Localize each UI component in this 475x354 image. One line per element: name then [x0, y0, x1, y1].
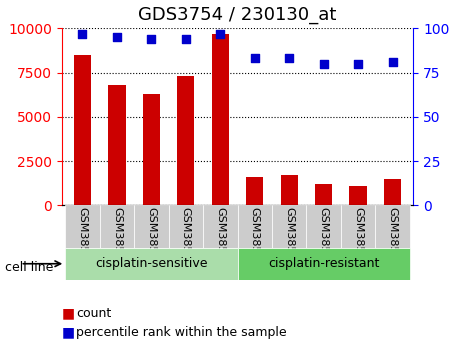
Point [79, 31, 86, 36]
FancyBboxPatch shape [65, 205, 100, 248]
Point [320, 61, 327, 67]
Point [182, 36, 190, 42]
FancyBboxPatch shape [375, 205, 410, 248]
Bar [177, 76, 194, 205]
Bar [315, 184, 332, 205]
Bar [281, 175, 298, 205]
Point [251, 56, 258, 61]
Bar [74, 55, 91, 205]
Text: GSM385729: GSM385729 [353, 207, 363, 275]
Text: GSM385722: GSM385722 [112, 207, 122, 275]
Title: GDS3754 / 230130_at: GDS3754 / 230130_at [138, 6, 337, 24]
FancyBboxPatch shape [238, 248, 410, 280]
Text: cisplatin-resistant: cisplatin-resistant [268, 257, 380, 270]
Text: GSM385727: GSM385727 [284, 207, 294, 275]
Point [217, 31, 224, 36]
FancyBboxPatch shape [100, 205, 134, 248]
Point [113, 34, 121, 40]
Bar [246, 177, 263, 205]
Bar [212, 34, 229, 205]
Point [354, 61, 362, 67]
Text: GSM385726: GSM385726 [250, 207, 260, 275]
FancyBboxPatch shape [238, 205, 272, 248]
Bar [142, 94, 160, 205]
Bar [384, 179, 401, 205]
FancyBboxPatch shape [341, 205, 375, 248]
Text: GSM385730: GSM385730 [388, 207, 398, 275]
FancyBboxPatch shape [306, 205, 341, 248]
Text: GSM385721: GSM385721 [77, 207, 87, 275]
Text: GSM385724: GSM385724 [181, 207, 191, 275]
Text: GSM385728: GSM385728 [319, 207, 329, 275]
Text: cell line: cell line [5, 261, 53, 274]
FancyBboxPatch shape [65, 248, 238, 280]
Point [285, 56, 293, 61]
Text: percentile rank within the sample: percentile rank within the sample [76, 326, 286, 339]
Point [148, 36, 155, 42]
FancyBboxPatch shape [272, 205, 306, 248]
Point [389, 59, 396, 65]
FancyBboxPatch shape [134, 205, 169, 248]
Text: GSM385723: GSM385723 [146, 207, 156, 275]
Text: GSM385725: GSM385725 [215, 207, 225, 275]
FancyBboxPatch shape [203, 205, 238, 248]
Text: ■: ■ [62, 326, 75, 340]
Bar [350, 186, 367, 205]
Bar [108, 85, 125, 205]
FancyBboxPatch shape [169, 205, 203, 248]
Text: count: count [76, 307, 111, 320]
Text: ■: ■ [62, 306, 75, 320]
Text: cisplatin-sensitive: cisplatin-sensitive [95, 257, 208, 270]
